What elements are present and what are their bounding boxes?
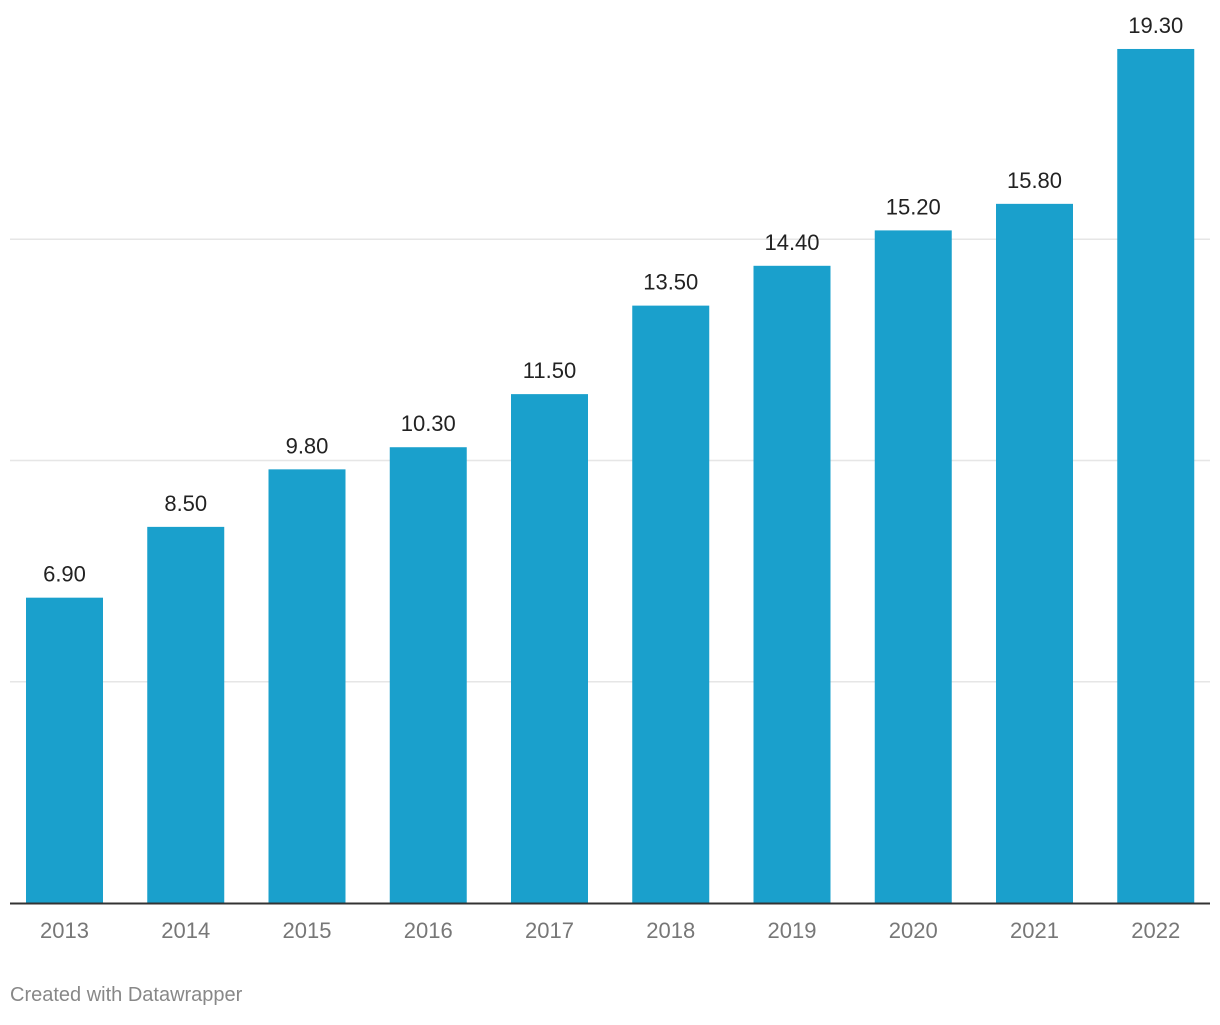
value-label: 14.40 [764, 230, 819, 255]
bar-2018 [632, 305, 710, 903]
value-labels: 6.90 8.50 9.80 10.30 11.50 13.50 14.40 15.20 15.… [43, 13, 1183, 587]
bar-2017 [511, 394, 588, 903]
bars [26, 48, 1195, 904]
x-tick-label: 2020 [889, 918, 938, 943]
bar-2021 [996, 203, 1073, 904]
bar-2020 [874, 230, 952, 903]
value-label: 6.90 [43, 562, 86, 587]
x-tick-label: 2019 [768, 918, 817, 943]
footer-credit: Created with Datawrapper [10, 984, 243, 1006]
value-label: 15.80 [1007, 168, 1062, 193]
bar-2013 [26, 597, 103, 903]
bar-2019 [753, 265, 831, 903]
x-tick-label: 2014 [161, 918, 210, 943]
bar-2022 [1117, 48, 1195, 904]
x-tick-label: 2017 [525, 918, 574, 943]
x-tick-label: 2018 [646, 918, 695, 943]
value-label: 19.30 [1128, 13, 1183, 38]
value-label: 10.30 [401, 411, 456, 436]
x-tick-label: 2022 [1131, 918, 1180, 943]
bar-2016 [389, 447, 467, 903]
value-label: 11.50 [523, 358, 576, 383]
x-tick-label: 2021 [1010, 918, 1059, 943]
bar-2015 [268, 469, 346, 903]
x-tick-labels: 2013 2014 2015 2016 2017 2018 2019 2020 2021 2022 [40, 918, 1180, 943]
bar-2014 [147, 526, 225, 903]
x-tick-label: 2016 [404, 918, 453, 943]
value-label: 15.20 [886, 194, 941, 219]
value-label: 8.50 [164, 491, 207, 516]
value-label: 13.50 [643, 270, 698, 295]
x-tick-label: 2015 [283, 918, 332, 943]
value-label: 9.80 [286, 433, 329, 458]
x-tick-label: 2013 [40, 918, 89, 943]
